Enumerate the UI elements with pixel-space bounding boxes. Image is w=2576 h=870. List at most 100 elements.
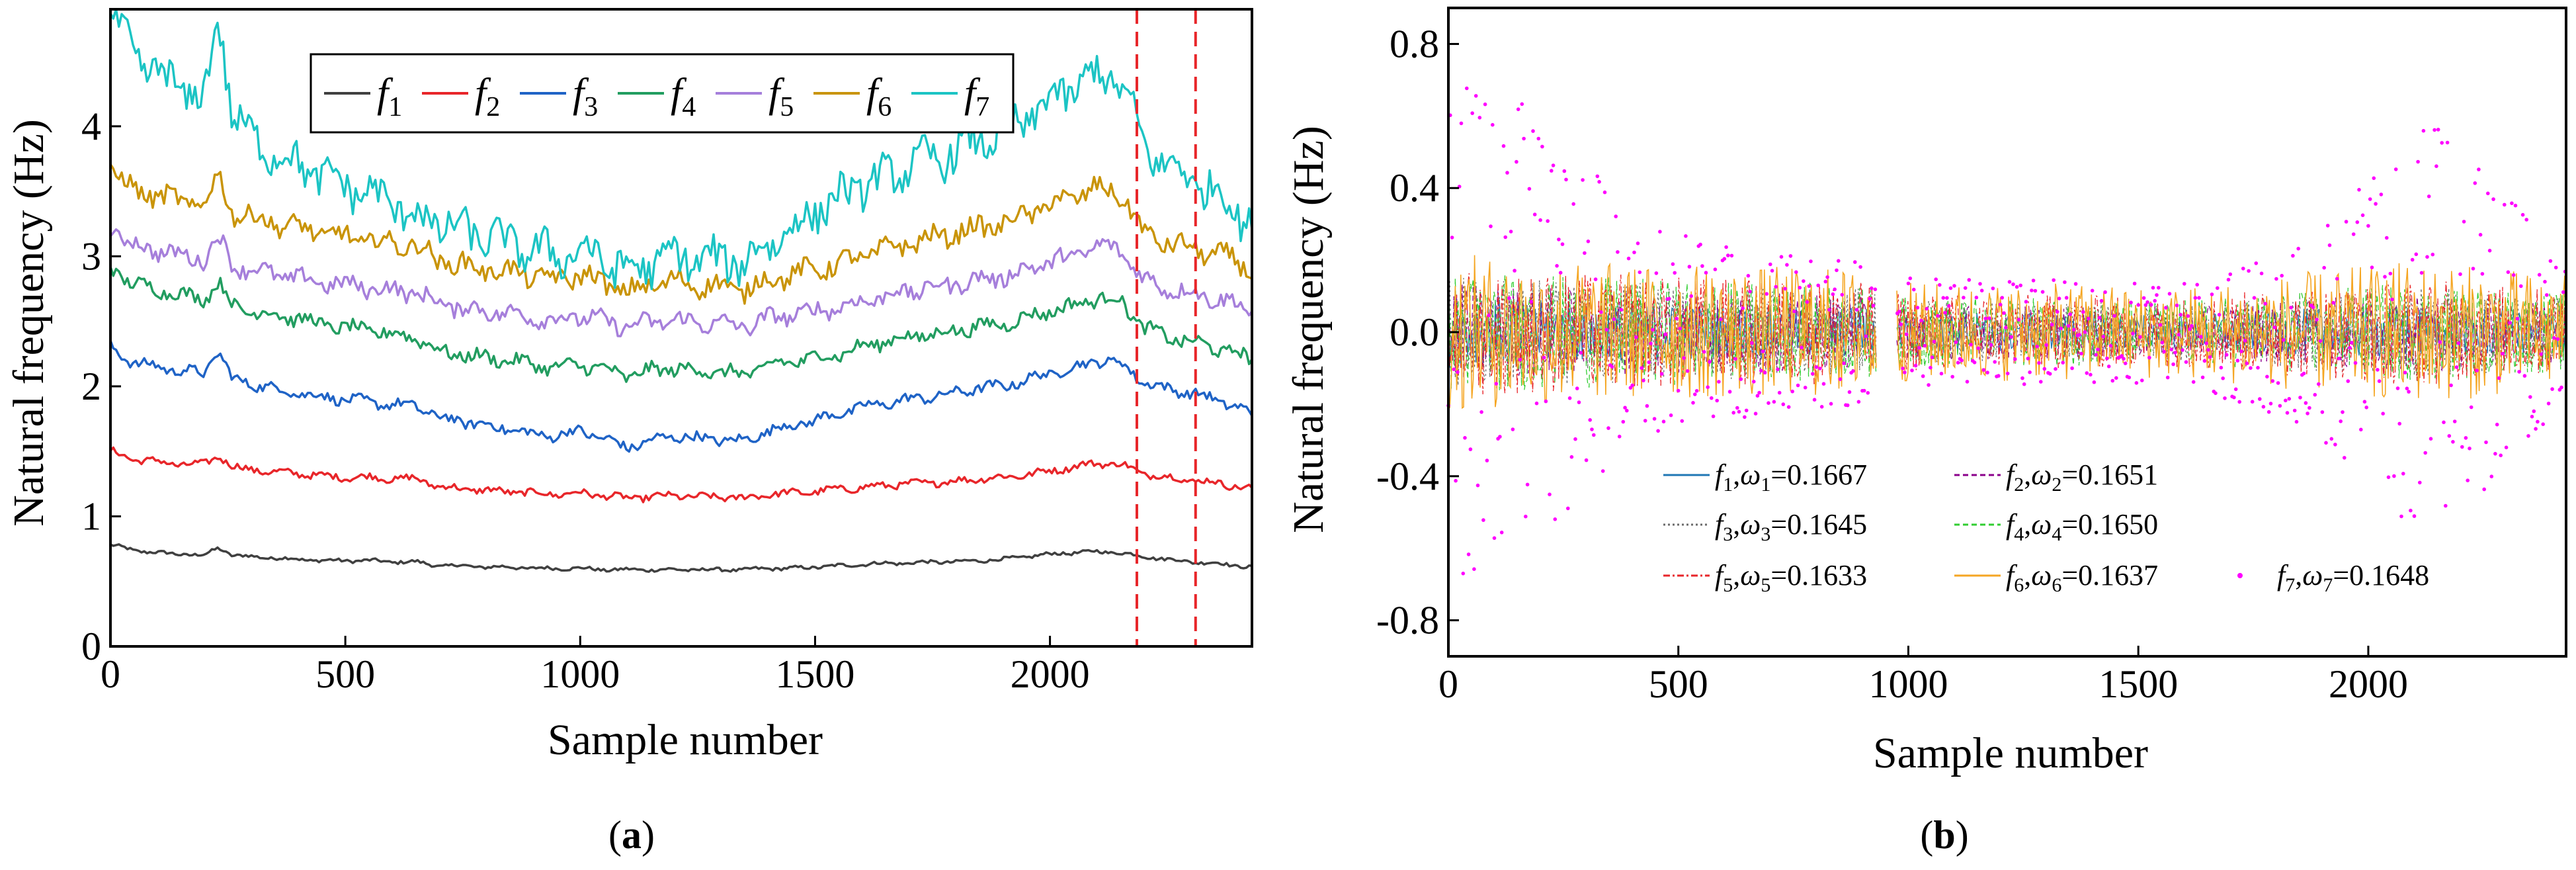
chart-b-point-f7 (1590, 427, 1594, 431)
chart-b-point-f7 (2504, 445, 2509, 450)
chart-b-point-f7 (2063, 280, 2067, 284)
chart-b-point-f7 (1781, 402, 1786, 406)
chart-b-point-f7 (1987, 316, 1991, 320)
chart-b-point-f7 (1934, 277, 1938, 282)
chart-b-point-f7 (2278, 404, 2282, 408)
chart-b-y-tick-label: 0.8 (1390, 22, 1439, 65)
chart-b-point-f7 (1978, 282, 1982, 286)
chart-b-point-f7 (2393, 167, 2398, 171)
chart-a-legend-label-f6: f6 (866, 71, 892, 122)
chart-b-point-f7 (1617, 435, 1622, 439)
chart-b-point-f7 (2318, 339, 2323, 343)
chart-a-series-line-f2 (109, 446, 1253, 503)
chart-b-point-f7 (2306, 412, 2309, 415)
chart-b-point-f7 (1654, 271, 1659, 275)
chart-b-series-points-f7 (1446, 86, 2567, 576)
chart-b-point-f7 (2224, 353, 2229, 357)
chart-b-point-f7 (2175, 303, 2179, 308)
chart-b-point-f7 (1873, 287, 1878, 292)
chart-b-point-f7 (1763, 370, 1767, 374)
chart-b-point-f7 (1524, 514, 1528, 519)
chart-b-point-f7 (2171, 362, 2175, 367)
chart-b-point-f7 (2524, 218, 2528, 222)
chart-b-point-f7 (1803, 386, 1807, 390)
chart-b-point-f7 (1472, 567, 1476, 571)
chart-b-point-f7 (2407, 390, 2411, 394)
chart-b-point-f7 (1465, 86, 1469, 91)
chart-b-legend-label-f1: f1,ω1=0.1667 (1715, 458, 1867, 496)
chart-b-legend-label-f5: f5,ω5=0.1633 (1715, 559, 1867, 596)
chart-b-point-f7 (2089, 372, 2093, 377)
chart-b-point-f7 (1546, 219, 1550, 223)
panel-label-b-letter: b (1933, 813, 1955, 857)
chart-b-point-f7 (2237, 400, 2241, 404)
chart-b-point-f7 (1566, 506, 1570, 511)
chart-b-point-f7 (1743, 415, 1747, 419)
chart-b-point-f7 (2501, 351, 2505, 356)
chart-b-point-f7 (1684, 234, 1688, 238)
chart-b-legend-label-f6: f6,ω6=0.1637 (2006, 559, 2158, 596)
chart-b-point-f7 (2199, 335, 2203, 339)
chart-b-point-f7 (2272, 326, 2276, 329)
chart-b-point-f7 (1726, 253, 1730, 257)
chart-b-point-f7 (2539, 352, 2544, 356)
chart-b-point-f7 (2059, 326, 2063, 331)
panel-label-b-open: ( (1920, 813, 1933, 857)
chart-b-point-f7 (2235, 359, 2240, 363)
chart-b-point-f7 (1862, 388, 1866, 393)
chart-b-point-f7 (1640, 366, 1643, 370)
chart-b-point-f7 (1952, 284, 1956, 288)
chart-a-legend: f1 f2 f3 f4 f5 f6 f7 (310, 53, 1015, 134)
chart-b-point-f7 (1870, 286, 1874, 290)
chart-b-point-f7 (2458, 272, 2462, 277)
chart-b-point-f7 (1475, 483, 1480, 488)
chart-b-point-f7 (1663, 332, 1668, 337)
chart-b-point-f7 (1800, 345, 1804, 349)
chart-b-point-f7 (2028, 370, 2032, 374)
chart-b-point-f7 (1571, 202, 1575, 206)
chart-a-x-tick-label: 2000 (1011, 652, 1090, 696)
chart-b-point-f7 (1912, 287, 1916, 292)
chart-b-point-f7 (1786, 405, 1791, 409)
chart-b-point-f7 (1689, 294, 1693, 298)
chart-b-series-trace-f6-part2 (1896, 263, 2567, 399)
chart-b-point-f7 (1845, 403, 1850, 408)
chart-b-point-f7 (2537, 273, 2542, 277)
chart-b-point-f7 (2131, 331, 2135, 335)
chart-b-point-f7 (2425, 255, 2429, 259)
chart-b-point-f7 (2291, 253, 2295, 258)
chart-b-point-f7 (1777, 390, 1782, 395)
chart-b-point-f7 (1783, 286, 1787, 291)
chart-b-point-f7 (1557, 238, 1561, 241)
chart-b-point-f7 (1531, 129, 1535, 133)
chart-b-point-f7 (1866, 391, 1870, 395)
chart-b-point-f7 (1897, 310, 1901, 314)
chart-b-point-f7 (2436, 128, 2440, 132)
chart-b-point-f7 (1700, 264, 1704, 268)
chart-b-point-f7 (2022, 382, 2026, 386)
chart-b-point-f7 (1623, 406, 1627, 410)
chart-b-point-f7 (1602, 190, 1607, 195)
chart-b-point-f7 (1551, 163, 1556, 167)
chart-b-point-f7 (2042, 367, 2047, 371)
chart-b-point-f7 (2245, 361, 2249, 365)
chart-b-point-f7 (2395, 386, 2400, 390)
chart-b-point-f7 (2495, 422, 2499, 427)
chart-b-point-f7 (1915, 306, 1920, 310)
chart-b-point-f7 (1600, 469, 1605, 473)
chart-b-point-f7 (2077, 333, 2081, 337)
chart-b-point-f7 (1946, 304, 1951, 308)
chart-b-point-f7 (2499, 453, 2503, 458)
chart-b-point-f7 (2040, 290, 2045, 294)
chart-b-point-f7 (1468, 447, 1473, 451)
chart-b-point-f7 (1491, 122, 1495, 127)
chart-b-point-f7 (1950, 374, 1954, 379)
chart-b-point-f7 (1929, 365, 1932, 370)
chart-b-point-f7 (1621, 419, 1626, 424)
chart-b-point-f7 (1555, 264, 1559, 268)
chart-b-legend-label-f3: f3,ω3=0.1645 (1715, 508, 1867, 545)
chart-b-point-f7 (1492, 536, 1497, 541)
chart-b-point-f7 (1485, 458, 1489, 462)
chart-b-point-f7 (1499, 531, 1504, 535)
